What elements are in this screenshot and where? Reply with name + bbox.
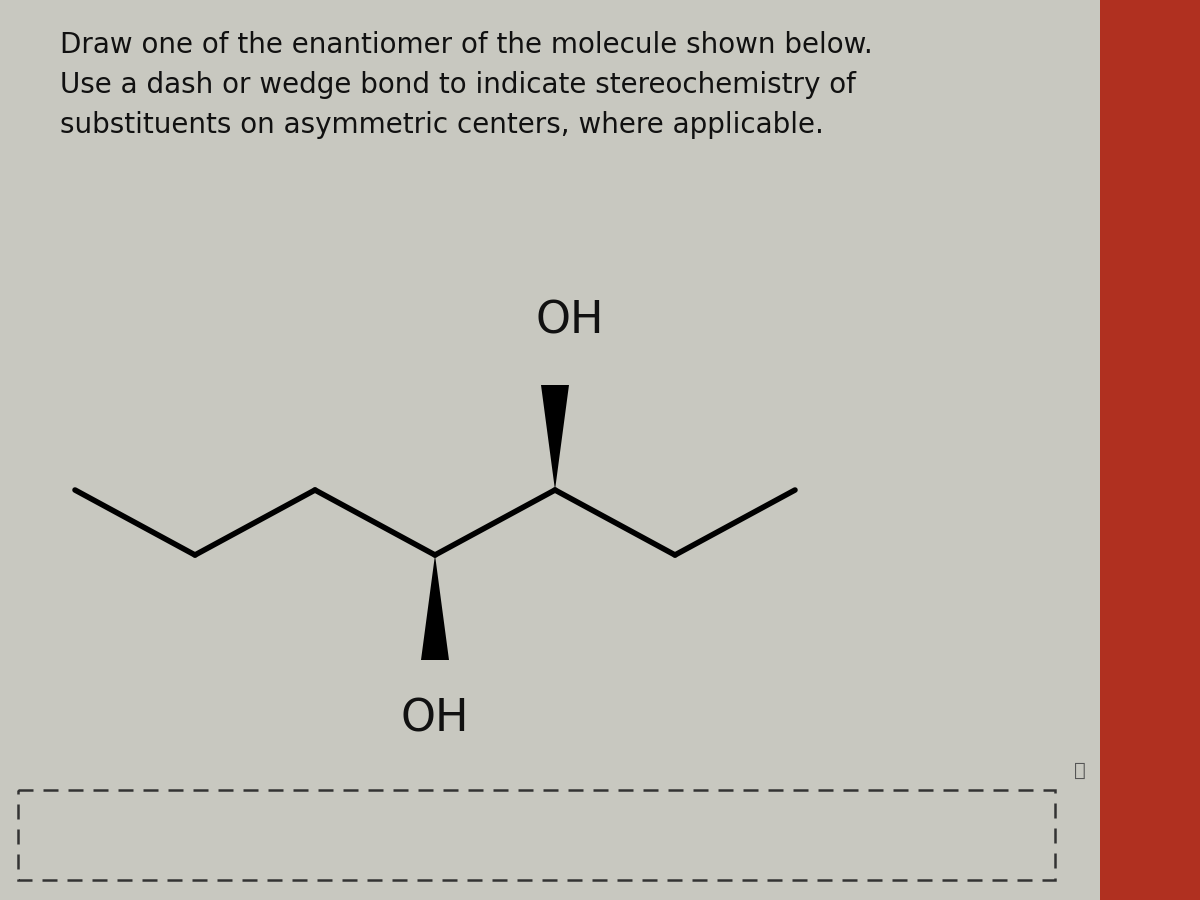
- Polygon shape: [421, 555, 449, 660]
- Bar: [1100, 0, 1200, 900]
- Text: Draw one of the enantiomer of the molecule shown below.: Draw one of the enantiomer of the molecu…: [60, 31, 872, 59]
- Text: Use a dash or wedge bond to indicate stereochemistry of: Use a dash or wedge bond to indicate ste…: [60, 71, 856, 99]
- Text: OH: OH: [535, 299, 605, 342]
- Polygon shape: [541, 385, 569, 490]
- Text: 🔍: 🔍: [1074, 760, 1086, 779]
- Text: substituents on asymmetric centers, where applicable.: substituents on asymmetric centers, wher…: [60, 111, 824, 139]
- Text: OH: OH: [401, 698, 469, 741]
